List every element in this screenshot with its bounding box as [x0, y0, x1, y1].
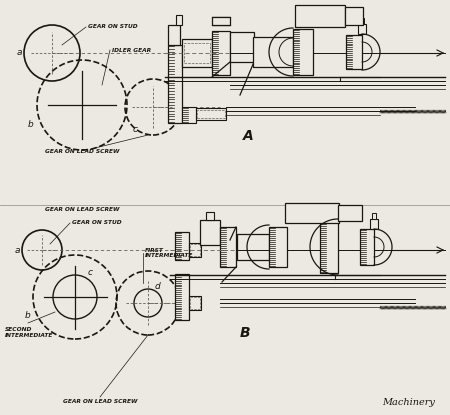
Bar: [184, 43, 210, 63]
Text: c: c: [88, 268, 93, 277]
Text: a: a: [17, 48, 22, 57]
Bar: [190, 244, 200, 256]
Text: B: B: [240, 326, 250, 340]
Text: GEAR ON LEAD SCREW: GEAR ON LEAD SCREW: [45, 207, 119, 212]
Bar: [360, 18, 364, 24]
Text: A: A: [243, 129, 253, 143]
Text: FIRST
INTERMEDIATE: FIRST INTERMEDIATE: [145, 248, 194, 259]
Bar: [189, 243, 201, 257]
Bar: [360, 229, 374, 265]
Bar: [206, 212, 214, 220]
Bar: [212, 17, 230, 25]
Text: GEAR ON STUD: GEAR ON STUD: [88, 24, 138, 29]
Text: GEAR ON STUD: GEAR ON STUD: [72, 220, 122, 225]
Bar: [253, 37, 293, 67]
Bar: [320, 221, 338, 273]
Bar: [176, 15, 182, 25]
Text: GEAR ON LEAD SCREW: GEAR ON LEAD SCREW: [45, 149, 119, 154]
Bar: [182, 107, 196, 123]
Bar: [196, 108, 226, 120]
Text: d: d: [155, 282, 161, 291]
Bar: [285, 203, 339, 223]
Text: c: c: [133, 125, 138, 134]
Bar: [220, 227, 236, 267]
Text: b: b: [27, 120, 33, 129]
Bar: [175, 274, 189, 320]
Bar: [190, 297, 200, 309]
Bar: [230, 32, 254, 62]
Bar: [370, 219, 378, 229]
Bar: [338, 205, 362, 221]
Bar: [293, 29, 313, 75]
Bar: [372, 213, 376, 219]
Bar: [345, 7, 363, 25]
Bar: [237, 234, 269, 260]
Text: Machinery: Machinery: [382, 398, 435, 407]
Text: IDLER GEAR: IDLER GEAR: [112, 47, 151, 53]
Bar: [189, 296, 201, 310]
Bar: [168, 45, 182, 123]
Bar: [197, 110, 225, 118]
Text: SECOND
INTERMEDIATE: SECOND INTERMEDIATE: [5, 327, 54, 338]
Bar: [212, 31, 230, 75]
Bar: [200, 220, 220, 245]
Bar: [175, 232, 189, 260]
Bar: [295, 5, 345, 27]
Text: a: a: [14, 246, 20, 255]
Text: GEAR ON LEAD SCREW: GEAR ON LEAD SCREW: [63, 399, 137, 404]
Bar: [182, 39, 212, 67]
Bar: [168, 25, 180, 45]
Text: b: b: [24, 311, 30, 320]
Bar: [358, 24, 366, 34]
Bar: [269, 227, 287, 267]
Bar: [346, 35, 362, 69]
